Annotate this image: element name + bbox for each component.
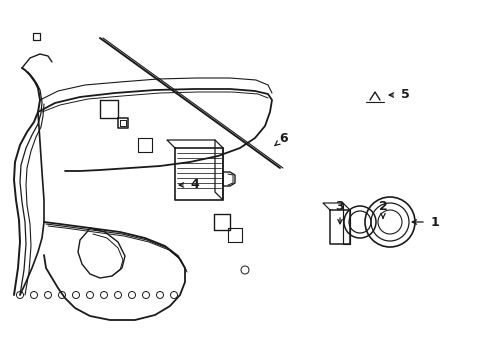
Text: 6: 6: [279, 131, 288, 144]
Text: 3: 3: [335, 199, 344, 212]
Text: 5: 5: [400, 89, 408, 102]
Text: 2: 2: [378, 199, 386, 212]
Text: 1: 1: [430, 216, 439, 229]
Text: 4: 4: [190, 179, 199, 192]
